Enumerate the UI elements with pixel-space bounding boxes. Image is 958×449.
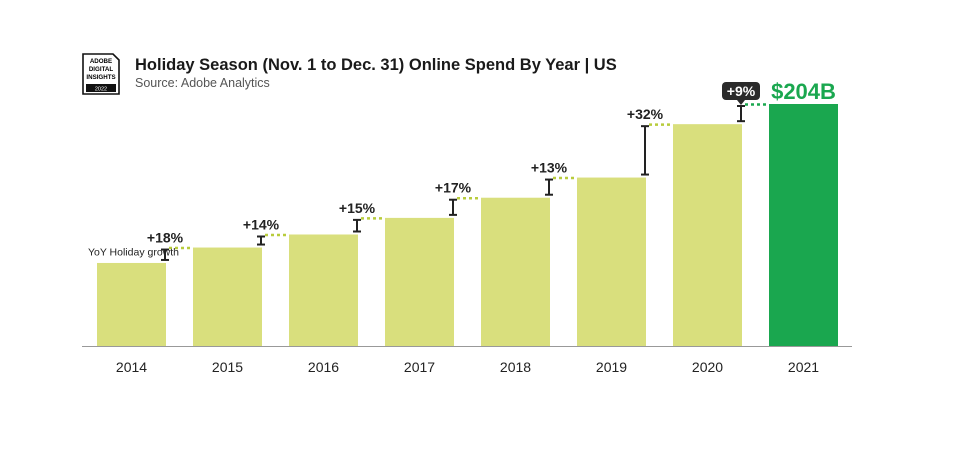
growth-label: +14%	[243, 216, 280, 232]
x-tick-label: 2021	[788, 359, 819, 375]
x-tick-label: 2016	[308, 359, 339, 375]
bar-2020	[673, 124, 742, 347]
svg-text:ADOBE: ADOBE	[90, 58, 112, 65]
growth-label: +13%	[531, 160, 568, 176]
svg-text:DIGITAL: DIGITAL	[89, 66, 114, 73]
bar-2015	[193, 247, 262, 346]
growth-annotation-label: YoY Holiday growth	[88, 247, 179, 259]
growth-label: +15%	[339, 200, 376, 216]
growth-badge	[722, 82, 760, 100]
x-tick-label: 2015	[212, 359, 243, 375]
x-tick-label: 2017	[404, 359, 435, 375]
bar-2018	[481, 197, 550, 346]
growth-label: +32%	[627, 106, 664, 122]
growth-label: +18%	[147, 230, 184, 246]
highlight-value-label: $204B	[771, 79, 836, 104]
growth-label: +17%	[435, 180, 472, 196]
x-tick-label: 2020	[692, 359, 723, 375]
svg-text:INSIGHTS: INSIGHTS	[86, 74, 115, 81]
growth-label: +9%	[727, 83, 756, 99]
bar-2014	[97, 262, 166, 346]
growth-badge-pointer	[737, 100, 745, 105]
bar-2021	[769, 104, 838, 346]
svg-text:2022: 2022	[95, 87, 107, 93]
chart-subtitle: Source: Adobe Analytics	[135, 76, 270, 90]
adobe-digital-insights-logo: ADOBE DIGITAL INSIGHTS 2022	[82, 53, 120, 95]
bar-2019	[577, 177, 646, 346]
bar-2016	[289, 234, 358, 346]
chart-title: Holiday Season (Nov. 1 to Dec. 31) Onlin…	[135, 56, 617, 74]
x-tick-label: 2018	[500, 359, 531, 375]
x-tick-label: 2019	[596, 359, 627, 375]
bar-2017	[385, 217, 454, 346]
x-tick-label: 2014	[116, 359, 147, 375]
